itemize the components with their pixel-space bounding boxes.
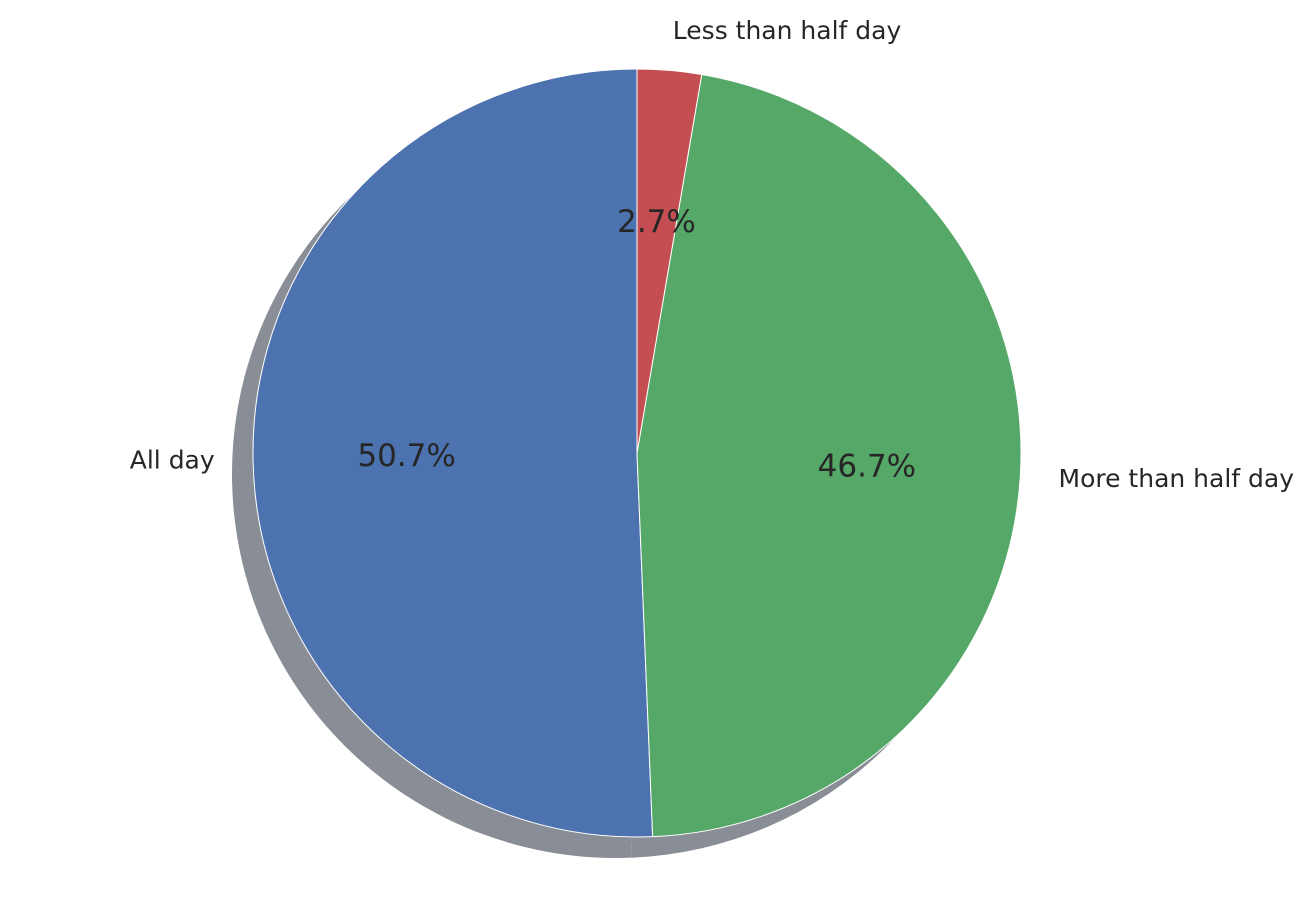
pct-label-more-than-half-day: 46.7%	[818, 448, 916, 484]
pie-slice-less-than-half-day	[636, 68, 703, 454]
slice-label-all-day: All day	[130, 446, 215, 475]
pct-label-less-than-half-day: 2.7%	[617, 204, 696, 240]
pie-slice-more-than-half-day	[636, 73, 1022, 838]
pie-slice-all-day	[252, 68, 654, 838]
pct-label-all-day: 50.7%	[357, 438, 455, 474]
slice-label-more-than-half-day: More than half day	[1059, 464, 1295, 493]
slice-label-less-than-half-day: Less than half day	[673, 16, 902, 45]
slice-layer	[252, 68, 1022, 838]
label-layer: 50.7% All day 46.7% More than half day 2.7% L…	[130, 16, 1294, 493]
